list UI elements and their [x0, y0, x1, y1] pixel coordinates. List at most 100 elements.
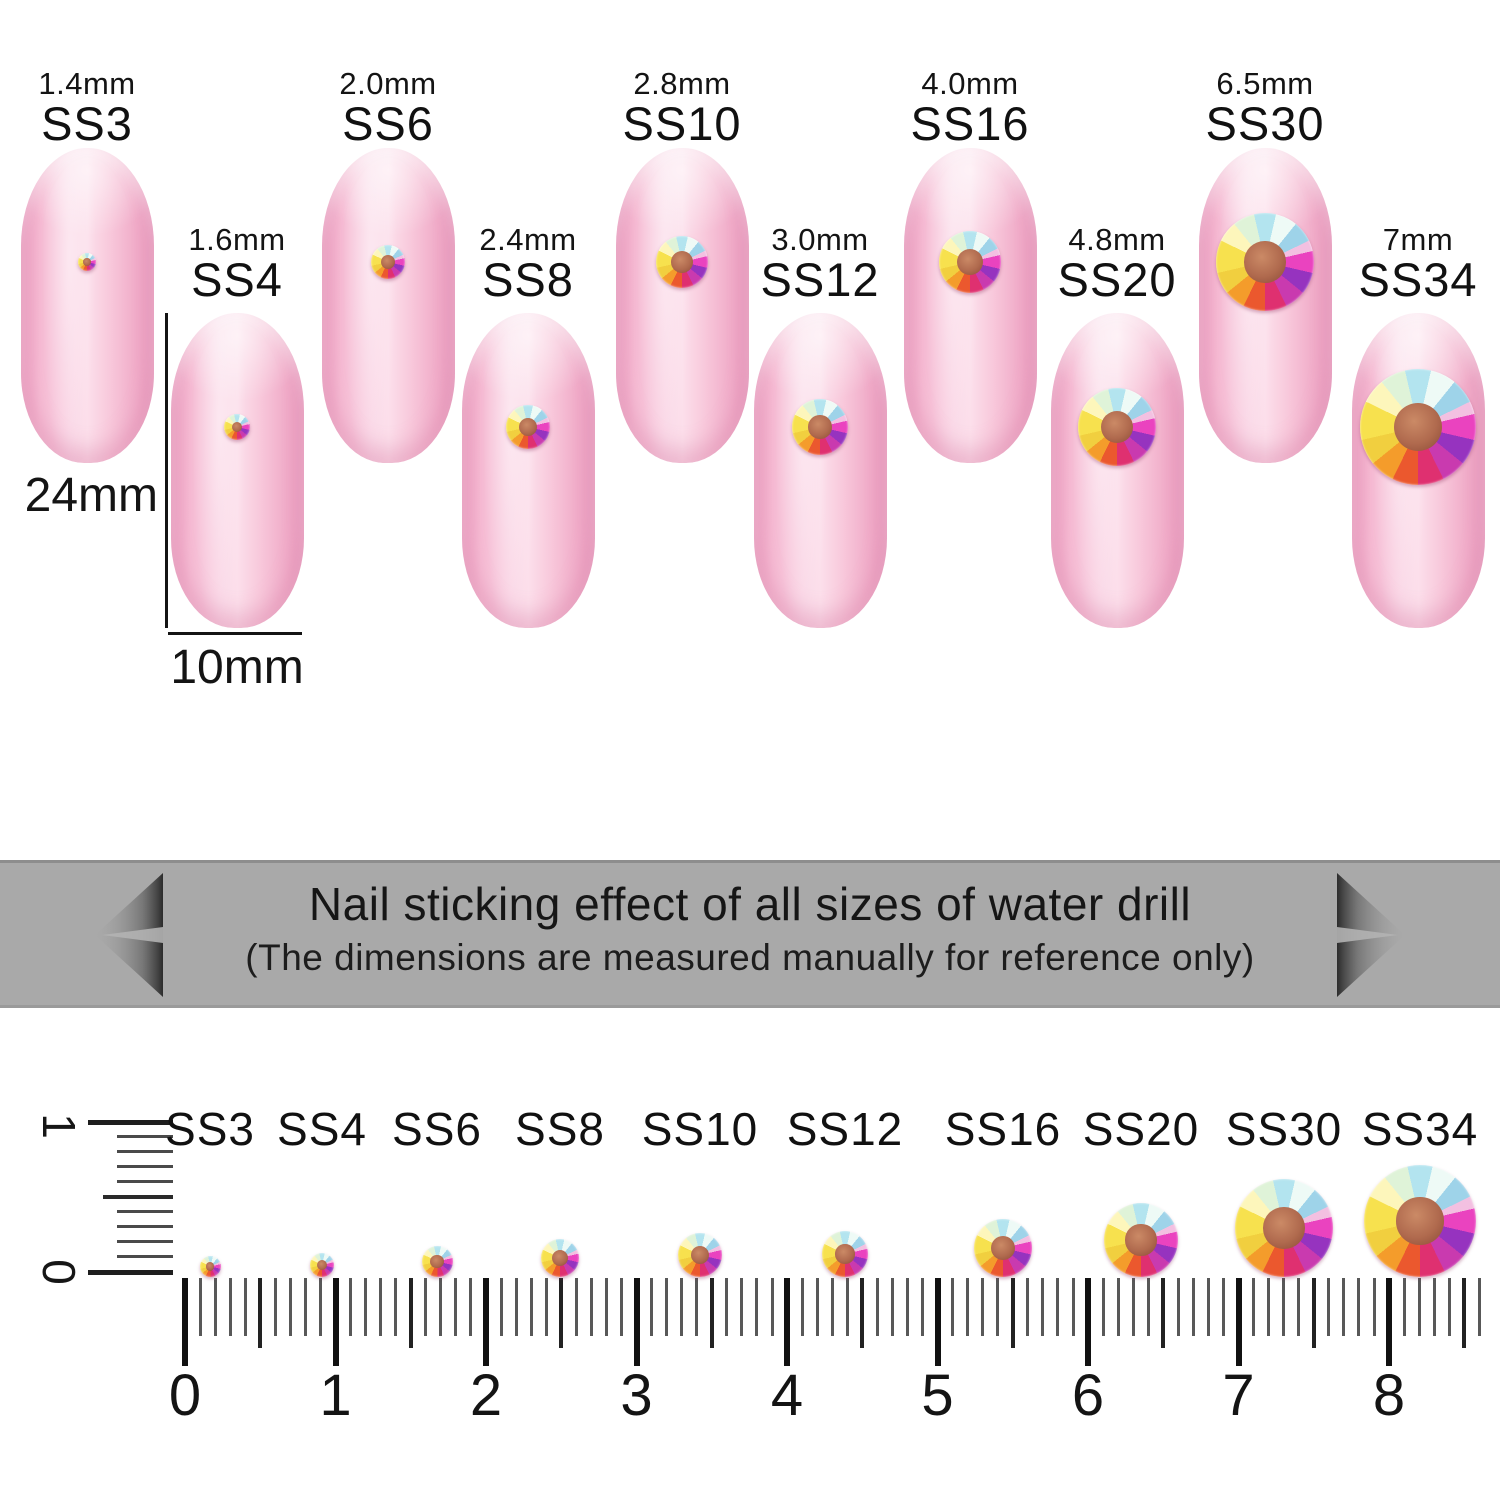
ruler-tick: [364, 1278, 368, 1336]
ruler-tick: [1311, 1278, 1316, 1348]
nail: [21, 148, 154, 463]
ruler-tick: [1146, 1278, 1150, 1336]
size-code-label: SS30: [1205, 96, 1325, 150]
ruler-tick: [117, 1225, 173, 1228]
ruler-tick: [559, 1278, 564, 1348]
size-mm-label: 1.6mm: [188, 222, 286, 257]
ruler-tick: [117, 1180, 173, 1183]
size-code-label: SS3: [41, 96, 133, 150]
nail-size-label: 3.0mm SS12: [761, 224, 880, 304]
ruler-tick: [966, 1278, 970, 1336]
size-mm-label: 1.4mm: [38, 66, 136, 101]
ruler-unit-label: 2: [469, 1363, 503, 1428]
size-code-label: SS4: [191, 252, 283, 306]
ruler-tick: [1116, 1278, 1120, 1336]
ruler-tick: [273, 1278, 277, 1336]
ruler-tick: [439, 1278, 443, 1336]
ruler-tick: [424, 1278, 428, 1336]
ruler-tick: [88, 1120, 173, 1125]
ruler-tick: [117, 1210, 173, 1213]
ruler-tick: [303, 1278, 307, 1336]
nail: [616, 148, 749, 463]
ruler-tick: [117, 1150, 173, 1153]
ruler-tick: [243, 1278, 247, 1336]
rhinestone: [310, 1253, 334, 1277]
ruler-tick: [1176, 1278, 1180, 1336]
ruler-tick: [1297, 1278, 1301, 1336]
ruler-tick: [117, 1135, 173, 1138]
nail: [1352, 313, 1485, 628]
ruler-tick: [1447, 1278, 1451, 1336]
ruler-tick: [1010, 1278, 1015, 1348]
rhinestone: [1078, 388, 1156, 466]
size-code-label: SS16: [910, 96, 1030, 150]
ruler-unit-label: 8: [1372, 1363, 1406, 1428]
ruler-tick: [288, 1278, 292, 1336]
ruler-tick: [332, 1278, 339, 1366]
ruler-tick: [1206, 1278, 1210, 1336]
size-code-label: SS20: [1057, 252, 1177, 306]
size-mm-label: 2.4mm: [479, 222, 577, 257]
ruler-tick: [725, 1278, 729, 1336]
ruler-tick: [996, 1278, 1000, 1336]
ruler-unit-label: 3: [620, 1363, 653, 1428]
ruler-tick: [1222, 1278, 1225, 1336]
ruler-size-code-label: SS10: [641, 1103, 759, 1155]
rhinestone: [939, 231, 1001, 293]
ruler-tick: [499, 1278, 503, 1336]
ruler-tick: [379, 1278, 383, 1336]
ruler-tick: [665, 1278, 669, 1336]
nail: [1199, 148, 1332, 463]
rhinestone: [1216, 213, 1314, 311]
banner-title: Nail sticking effect of all sizes of wat…: [308, 878, 1192, 930]
ruler-tick: [88, 1270, 173, 1275]
nail-size-label: 4.0mm SS16: [911, 68, 1030, 148]
ruler-tick: [1056, 1278, 1060, 1336]
ruler-tick: [1252, 1278, 1255, 1336]
nail-size-label: 2.4mm SS8: [479, 224, 576, 304]
ruler-tick: [1026, 1278, 1030, 1336]
ruler-tick: [890, 1278, 894, 1336]
ruler-size-code-label: SS12: [786, 1103, 904, 1155]
ruler-tick: [1402, 1278, 1406, 1336]
rhinestone: [656, 236, 708, 288]
vertical-ruler-top-label: 1: [33, 1113, 85, 1139]
ruler-tick: [860, 1278, 865, 1348]
banner: Nail sticking effect of all sizes of wat…: [0, 860, 1500, 1008]
ruler-tick: [1357, 1278, 1361, 1336]
ruler-tick: [1041, 1278, 1045, 1336]
ruler-tick: [1372, 1278, 1376, 1336]
ruler-tick: [604, 1278, 608, 1336]
nail-size-label: 6.5mm SS30: [1206, 68, 1325, 148]
rhinestone: [541, 1239, 579, 1277]
rhinestone: [792, 399, 848, 455]
banner-subtitle: (The dimensions are measured manually fo…: [245, 937, 1255, 978]
rhinestone: [224, 414, 250, 440]
ruler-tick: [228, 1278, 232, 1336]
ruler-tick: [117, 1240, 173, 1243]
nail: [904, 148, 1037, 463]
nail-length-label: 24mm: [24, 469, 158, 522]
ruler-tick: [633, 1278, 640, 1366]
ruler-tick: [258, 1278, 263, 1348]
ruler-size-code-label: SS3: [165, 1103, 255, 1155]
ruler-tick: [1071, 1278, 1075, 1336]
ruler-size-code-label: SS4: [277, 1103, 367, 1155]
ruler-unit-label: 4: [770, 1363, 804, 1428]
ruler-tick: [921, 1278, 924, 1336]
ruler-tick: [951, 1278, 955, 1336]
ruler-tick: [589, 1278, 593, 1336]
vertical-ruler-bottom-label: 0: [33, 1259, 85, 1285]
ruler-unit-label: 7: [1222, 1363, 1255, 1428]
nail-size-label: 2.0mm SS6: [339, 68, 436, 148]
rhinestone: [1364, 1165, 1476, 1277]
ruler-tick: [103, 1195, 173, 1199]
nail-size-label: 2.8mm SS10: [623, 68, 742, 148]
ruler-tick: [680, 1278, 684, 1336]
rhinestone: [421, 1246, 453, 1277]
ruler-tick: [394, 1278, 398, 1336]
size-code-label: SS12: [760, 252, 880, 306]
size-code-label: SS10: [622, 96, 742, 150]
size-mm-label: 7mm: [1382, 222, 1454, 257]
